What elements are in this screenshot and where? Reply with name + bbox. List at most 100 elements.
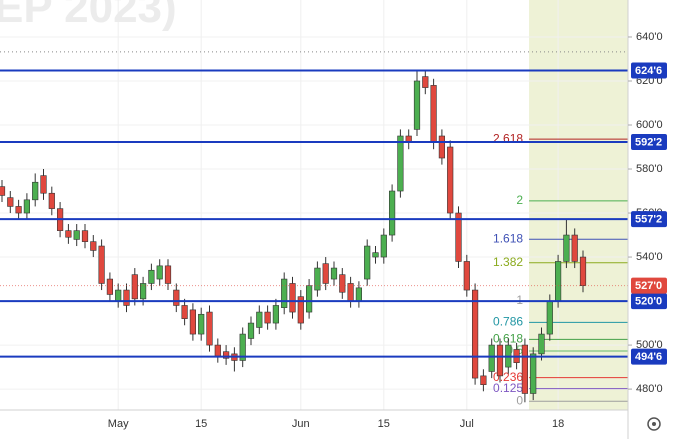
- watermark: EP 2023): [0, 0, 177, 32]
- candle-body: [40, 175, 47, 194]
- candle-body: [90, 241, 97, 251]
- candle-body: [455, 212, 462, 262]
- candle-body: [206, 311, 213, 346]
- candle-body: [546, 300, 553, 335]
- x-tick-label: May: [108, 418, 129, 430]
- candle-body: [81, 230, 89, 242]
- candle-body: [164, 265, 172, 284]
- candle-body: [355, 287, 363, 302]
- candle-body: [48, 192, 55, 209]
- candle-body: [579, 256, 587, 286]
- plot: 2.61821.6181.38210.7860.6180.50.2360.125…: [0, 69, 628, 407]
- y-tick-label: 540'0: [636, 251, 663, 263]
- fib-label: 2: [516, 193, 523, 207]
- candle-body: [447, 146, 454, 214]
- candle-body: [388, 190, 396, 236]
- level-box: [631, 293, 667, 310]
- candle-body: [422, 76, 429, 88]
- y-tick-label: 640'0: [636, 31, 663, 43]
- level-box: [631, 62, 667, 79]
- candle-body: [413, 80, 421, 130]
- gear[interactable]: [647, 417, 661, 431]
- candle-body: [7, 197, 14, 207]
- candle-body: [471, 289, 479, 379]
- candle-body: [372, 252, 379, 258]
- y-tick-label: 600'0: [636, 119, 663, 131]
- last-price-box: [631, 277, 667, 294]
- candle-body: [314, 267, 321, 291]
- candle-body: [272, 305, 280, 324]
- candle-body: [563, 234, 570, 262]
- candle-body: [32, 181, 39, 201]
- fib-label: 1.618: [493, 231, 523, 245]
- price-axis: May15Jun15Jul18640'0620'0600'0580'0560'0…: [108, 31, 667, 430]
- candle-body: [322, 263, 329, 284]
- x-tick-label: Jul: [460, 418, 474, 430]
- candle-body: [198, 313, 205, 335]
- level-label: 624'6: [635, 65, 662, 77]
- candle-body: [538, 333, 545, 355]
- x-tick-label: 15: [378, 418, 390, 430]
- fib-zone: [529, 0, 628, 410]
- candle-body: [330, 267, 338, 280]
- level-label: 592'2: [635, 136, 662, 148]
- candle-body: [571, 234, 578, 262]
- settings-icon[interactable]: [647, 417, 661, 431]
- candle-body: [256, 311, 263, 328]
- candle-body: [156, 265, 163, 280]
- candle-body: [181, 305, 188, 319]
- candle-body: [521, 344, 528, 394]
- candle-body: [289, 283, 296, 313]
- y-tick-label: 480'0: [636, 383, 663, 395]
- candle-body: [123, 289, 130, 306]
- candle-body: [140, 283, 147, 300]
- candle-body: [530, 353, 537, 394]
- candle-body: [488, 344, 495, 372]
- candle-body: [173, 289, 180, 306]
- fib-label: 0: [516, 393, 523, 407]
- level-box: [631, 211, 667, 228]
- candle-body: [554, 261, 562, 302]
- candle-body: [23, 199, 31, 214]
- candle-body: [264, 311, 271, 324]
- candle-body: [223, 351, 230, 359]
- candle-body: [297, 296, 304, 324]
- candle-body: [480, 375, 487, 385]
- x-tick-label: 18: [552, 418, 564, 430]
- level-label: 520'0: [635, 295, 662, 307]
- candle-body: [463, 261, 470, 291]
- candle-body: [339, 274, 346, 293]
- candle-body: [106, 278, 113, 295]
- level-box: [631, 348, 667, 365]
- candle-body: [438, 135, 446, 159]
- gear-center[interactable]: [652, 422, 656, 426]
- candle-body: [189, 309, 197, 335]
- last-price-label: 527'0: [635, 280, 662, 292]
- candle-body: [496, 344, 504, 377]
- candle-body: [73, 230, 80, 240]
- fib-label: 1.382: [493, 255, 523, 269]
- candle-body: [281, 278, 288, 308]
- x-tick-label: 15: [195, 418, 207, 430]
- candle-body: [430, 85, 437, 143]
- candle-body: [364, 245, 371, 280]
- candle-body: [131, 274, 138, 300]
- fib-label: 0.125: [493, 381, 523, 395]
- candle-body: [115, 289, 122, 302]
- y-tick-label: 580'0: [636, 163, 663, 175]
- x-tick-label: Jun: [292, 418, 310, 430]
- candle-body: [247, 322, 255, 339]
- level-box: [631, 134, 667, 151]
- candle-body: [0, 186, 6, 196]
- candle-body: [148, 269, 155, 284]
- candle-body: [98, 245, 105, 284]
- fib-label: 0.786: [493, 315, 523, 329]
- candle-body: [380, 234, 387, 258]
- level-label: 557'2: [635, 213, 662, 225]
- candle-body: [305, 285, 313, 313]
- candle-body: [214, 344, 221, 357]
- fib-label: 2.618: [493, 131, 523, 145]
- candle-body: [65, 230, 72, 238]
- candle-body: [397, 135, 404, 192]
